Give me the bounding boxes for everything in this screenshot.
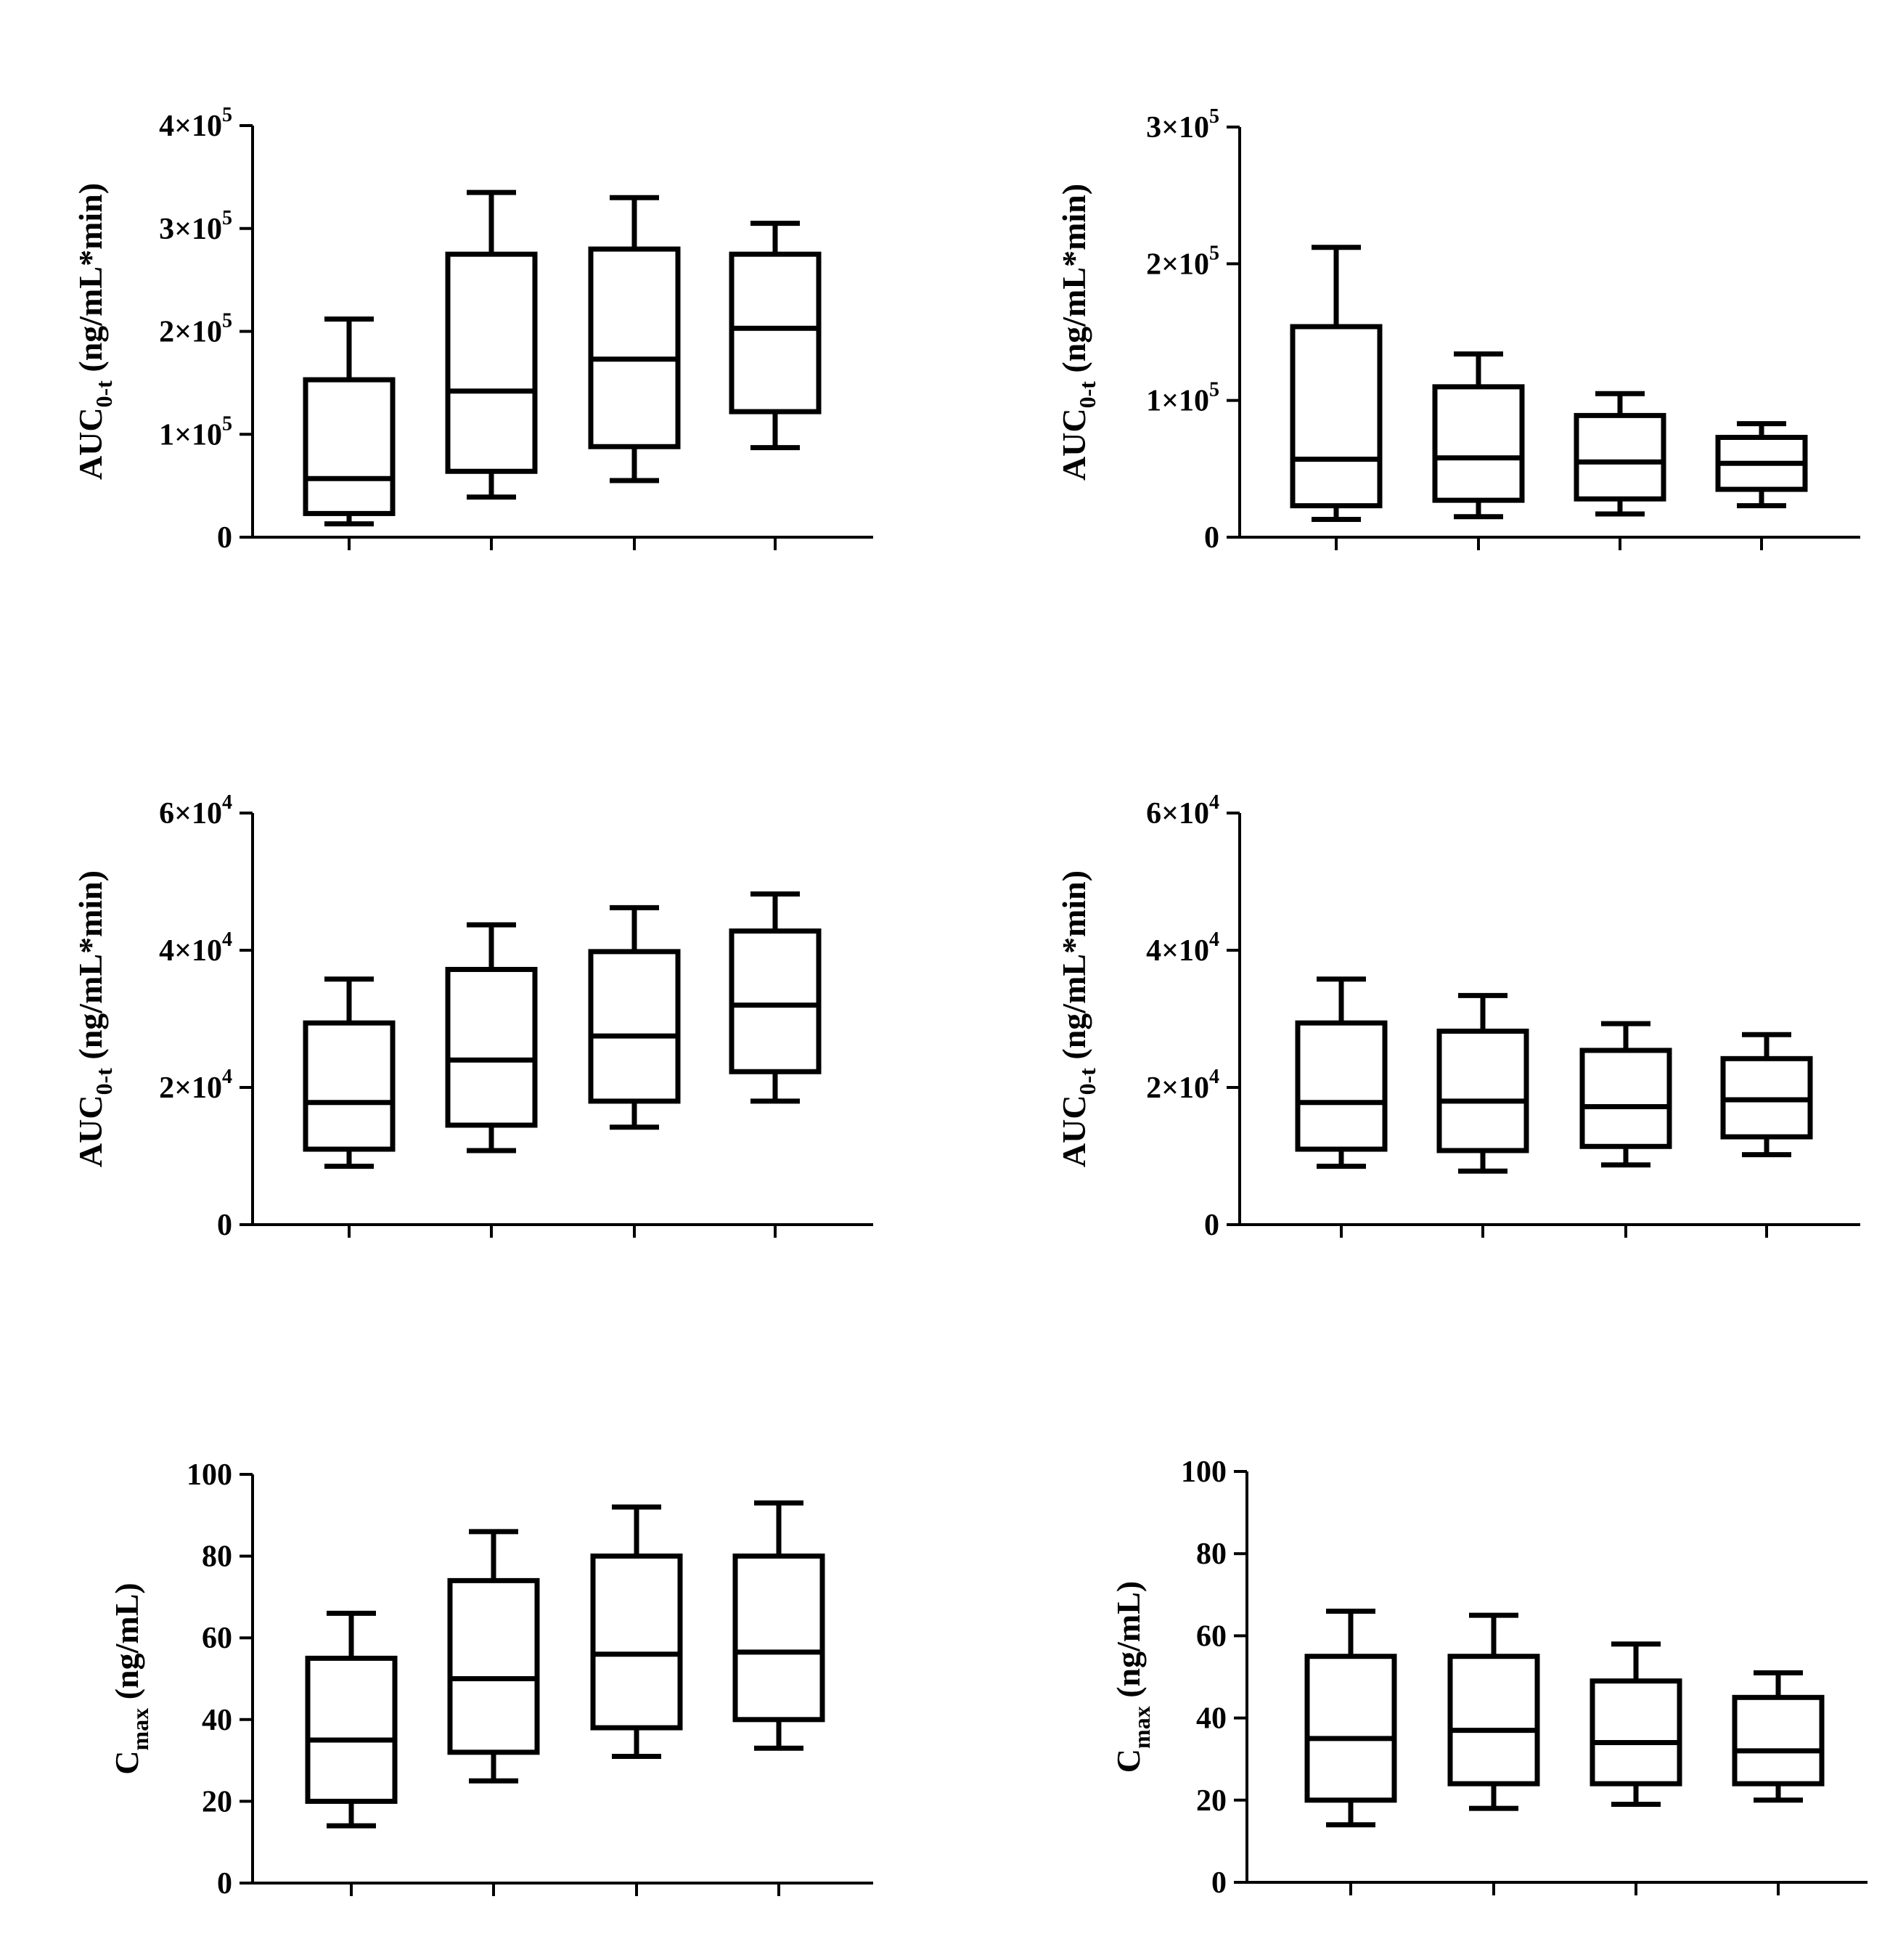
box-a <box>1447 1612 1540 1811</box>
iqr-box <box>1290 324 1383 509</box>
y-tick-label: 60 <box>202 1622 232 1655</box>
y-tick-label: 2×104 <box>1146 1066 1219 1105</box>
box-a <box>447 1529 540 1784</box>
y-tick-label: 4×104 <box>1146 928 1219 968</box>
y-tick-label: 60 <box>1196 1620 1227 1653</box>
y-tick-label: 40 <box>1196 1702 1227 1736</box>
y-tick-label: 100 <box>187 1458 232 1492</box>
box-hv <box>1295 976 1388 1169</box>
y-tick-label: 0 <box>217 521 232 555</box>
y-tick-label: 3×105 <box>1146 105 1219 144</box>
y-tick-label: 0 <box>217 1867 232 1900</box>
iqr-box <box>590 1553 683 1731</box>
y-tick-label: 6×104 <box>159 791 232 830</box>
y-tick-label: 20 <box>202 1785 232 1818</box>
box-hv <box>1290 245 1383 523</box>
box-c <box>1715 421 1808 509</box>
y-axis-label: Cmax (ng/mL) <box>1110 1581 1155 1773</box>
panel-f: 0 20 40 60 80 100 Cmax (ng/mL) <box>1110 1455 1868 1900</box>
box-b <box>588 905 681 1130</box>
y-tick-label: 1×105 <box>159 412 232 452</box>
iqr-box <box>303 377 396 516</box>
y-tick-label: 4×105 <box>159 104 232 143</box>
iqr-box <box>445 251 538 474</box>
y-tick-label: 40 <box>202 1704 232 1737</box>
y-axis-label: AUC0-t (ng/mL*min) <box>72 183 117 480</box>
box-c <box>1720 1032 1813 1158</box>
y-tick-label: 1×105 <box>1146 379 1219 418</box>
box-b <box>1579 1021 1672 1168</box>
y-tick-label: 80 <box>1196 1538 1227 1571</box>
box-b <box>1590 1641 1682 1807</box>
y-tick-label: 0 <box>1211 1866 1227 1900</box>
box-a <box>1432 351 1525 520</box>
y-tick-label: 0 <box>1204 521 1219 555</box>
box-c <box>729 221 822 451</box>
iqr-box <box>729 251 822 415</box>
y-tick-label: 80 <box>202 1540 232 1574</box>
box-hv <box>1304 1608 1397 1828</box>
y-tick-label: 2×104 <box>159 1066 232 1105</box>
iqr-box <box>729 928 822 1074</box>
box-a <box>445 189 538 500</box>
iqr-box <box>1432 384 1525 503</box>
iqr-box <box>1447 1654 1540 1787</box>
panel-e: 0 20 40 60 80 100 Cmax (ng/mL) <box>108 1458 873 1900</box>
y-tick-label: 4×104 <box>159 928 232 968</box>
box-hv <box>303 976 396 1169</box>
iqr-box <box>1590 1678 1682 1787</box>
box-b <box>590 1504 683 1759</box>
box-b <box>1574 391 1666 517</box>
y-tick-label: 20 <box>1196 1784 1227 1818</box>
y-axis-label: Cmax (ng/mL) <box>108 1583 153 1774</box>
y-axis-label: AUC0-t (ng/mL*min) <box>72 870 117 1167</box>
y-tick-label: 100 <box>1181 1455 1227 1489</box>
box-c <box>732 1500 825 1751</box>
iqr-box <box>1436 1029 1529 1153</box>
box-c <box>729 891 822 1104</box>
panel-d: 0 2×104 4×104 6×104 AUC0-t (ng/mL*min) <box>1055 791 1860 1242</box>
iqr-box <box>303 1020 396 1152</box>
iqr-box <box>445 966 538 1128</box>
box-hv <box>303 316 396 527</box>
iqr-box <box>588 246 681 449</box>
iqr-box <box>588 949 681 1104</box>
iqr-box <box>305 1655 398 1804</box>
box-a <box>1436 992 1529 1174</box>
iqr-box <box>1732 1694 1825 1787</box>
y-tick-label: 2×105 <box>159 310 232 349</box>
y-tick-label: 6×104 <box>1146 791 1219 830</box>
y-tick-label: 3×105 <box>159 207 232 246</box>
panel-c: 0 2×104 4×104 6×104 AUC0-t (ng/mL*min) <box>72 791 873 1242</box>
y-axis-label: AUC0-t (ng/mL*min) <box>1055 870 1100 1167</box>
box-b <box>588 195 681 483</box>
iqr-box <box>1295 1020 1388 1152</box>
box-c <box>1732 1670 1825 1803</box>
iqr-box <box>732 1553 825 1723</box>
panel-a: 0 1×105 2×105 3×105 4×105 AUC0-t (ng/mL*min) <box>72 104 873 555</box>
iqr-box <box>1579 1048 1672 1149</box>
y-tick-label: 0 <box>217 1209 232 1242</box>
iqr-box <box>1304 1654 1397 1803</box>
iqr-box <box>447 1577 540 1755</box>
box-hv <box>305 1610 398 1829</box>
y-tick-label: 0 <box>1204 1209 1219 1242</box>
iqr-box <box>1574 412 1666 502</box>
panel-b: 0 1×105 2×105 3×105 AUC0-t (ng/mL*min) <box>1055 105 1860 555</box>
y-tick-label: 2×105 <box>1146 242 1219 281</box>
y-axis-label: AUC0-t (ng/mL*min) <box>1055 184 1100 481</box>
box-a <box>445 922 538 1153</box>
